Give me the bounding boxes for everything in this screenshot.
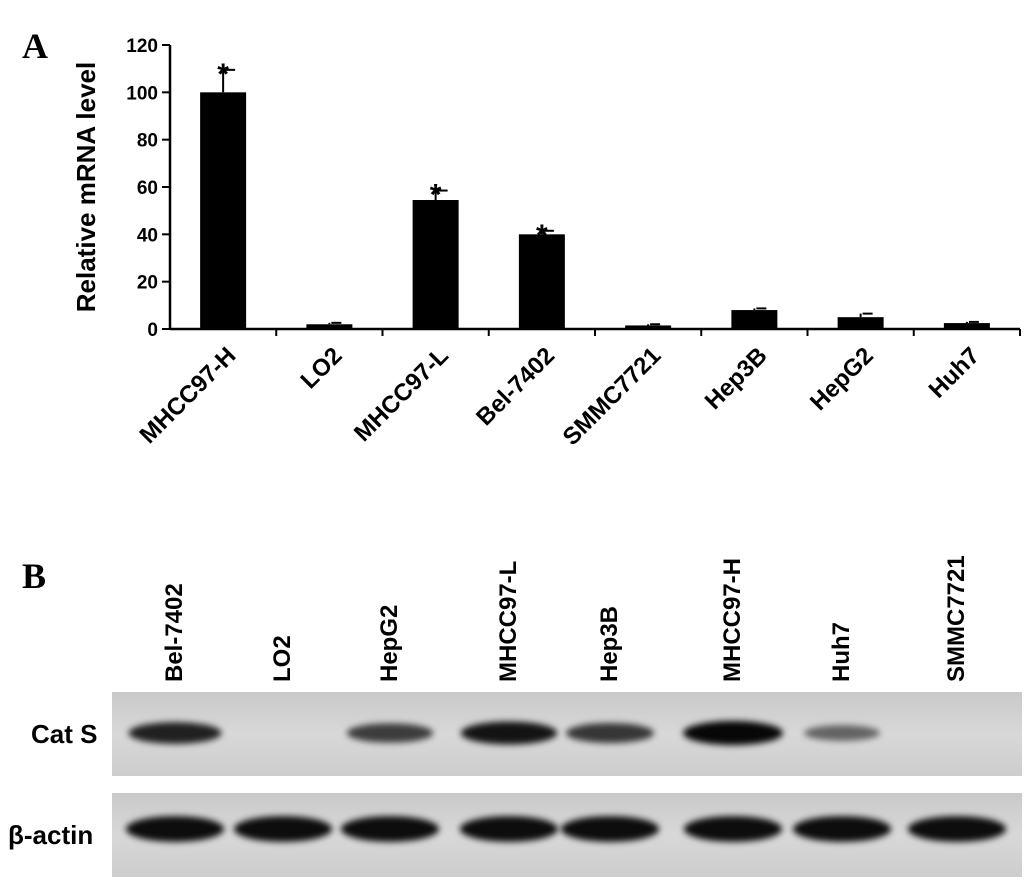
x-tick-label: HepG2 <box>805 342 879 416</box>
blot-band <box>459 816 559 842</box>
bar <box>412 200 459 329</box>
lane-label: MHCC97-H <box>719 558 746 682</box>
x-tick-label: Hep3B <box>700 342 773 415</box>
lane-label: Huh7 <box>828 622 855 682</box>
blot-band <box>233 816 333 842</box>
y-tick-label: 120 <box>126 36 158 57</box>
lane-label: Bel-7402 <box>161 583 188 682</box>
y-tick-label: 20 <box>137 273 158 294</box>
lane-label: HepG2 <box>376 605 403 682</box>
bar <box>625 325 672 329</box>
y-tick-label: 40 <box>137 225 158 246</box>
bar <box>837 317 884 329</box>
bar <box>306 324 353 329</box>
blot-band <box>803 725 881 741</box>
x-tick-label: Bel-7402 <box>471 342 560 431</box>
lane-label: Hep3B <box>596 606 623 682</box>
lane-label: SMMC7721 <box>943 555 970 682</box>
blot-band <box>560 816 660 842</box>
blot-band <box>907 816 1007 842</box>
y-tick-label: 80 <box>137 131 158 152</box>
x-tick-label: MHCC97-L <box>349 342 454 447</box>
blot-band <box>346 723 434 743</box>
x-tick-label: SMMC7721 <box>558 342 667 451</box>
western-blot: Bel-7402 LO2 HepG2 MHCC97-L Hep3B MHCC97-H Huh… <box>8 555 1022 877</box>
bar <box>943 323 990 329</box>
blot-band <box>128 722 222 744</box>
blot-band <box>460 721 558 745</box>
blot-row-label: Cat S <box>31 719 97 749</box>
blot-band <box>683 720 783 746</box>
y-tick-label: 100 <box>126 83 158 104</box>
blot-row-label: β-actin <box>8 820 93 850</box>
lane-label: MHCC97-L <box>495 561 522 682</box>
significance-marker: * <box>217 58 229 91</box>
y-axis-label: Relative mRNA level <box>71 62 101 312</box>
x-tick-label: MHCC97-H <box>135 342 242 449</box>
panel-b-letter: B <box>22 556 46 596</box>
blot-band <box>125 816 225 842</box>
significance-marker: * <box>536 219 548 252</box>
lane-label: LO2 <box>269 635 296 682</box>
y-tick-label: 60 <box>137 178 158 199</box>
x-tick-label: LO2 <box>296 342 348 394</box>
x-tick-label: Huh7 <box>924 342 986 404</box>
bar <box>200 92 247 329</box>
blot-band <box>683 816 783 842</box>
bar <box>731 310 778 329</box>
blot-band <box>340 816 440 842</box>
bar-chart: 0 20 40 60 80 100 120 Relative mRNA level * MHCC9… <box>71 36 1021 451</box>
y-tick-label: 0 <box>147 320 158 341</box>
blot-band <box>565 723 655 743</box>
blot-band <box>792 816 892 842</box>
significance-marker: * <box>430 179 442 212</box>
panel-a-letter: A <box>22 26 48 66</box>
bar <box>518 234 565 329</box>
